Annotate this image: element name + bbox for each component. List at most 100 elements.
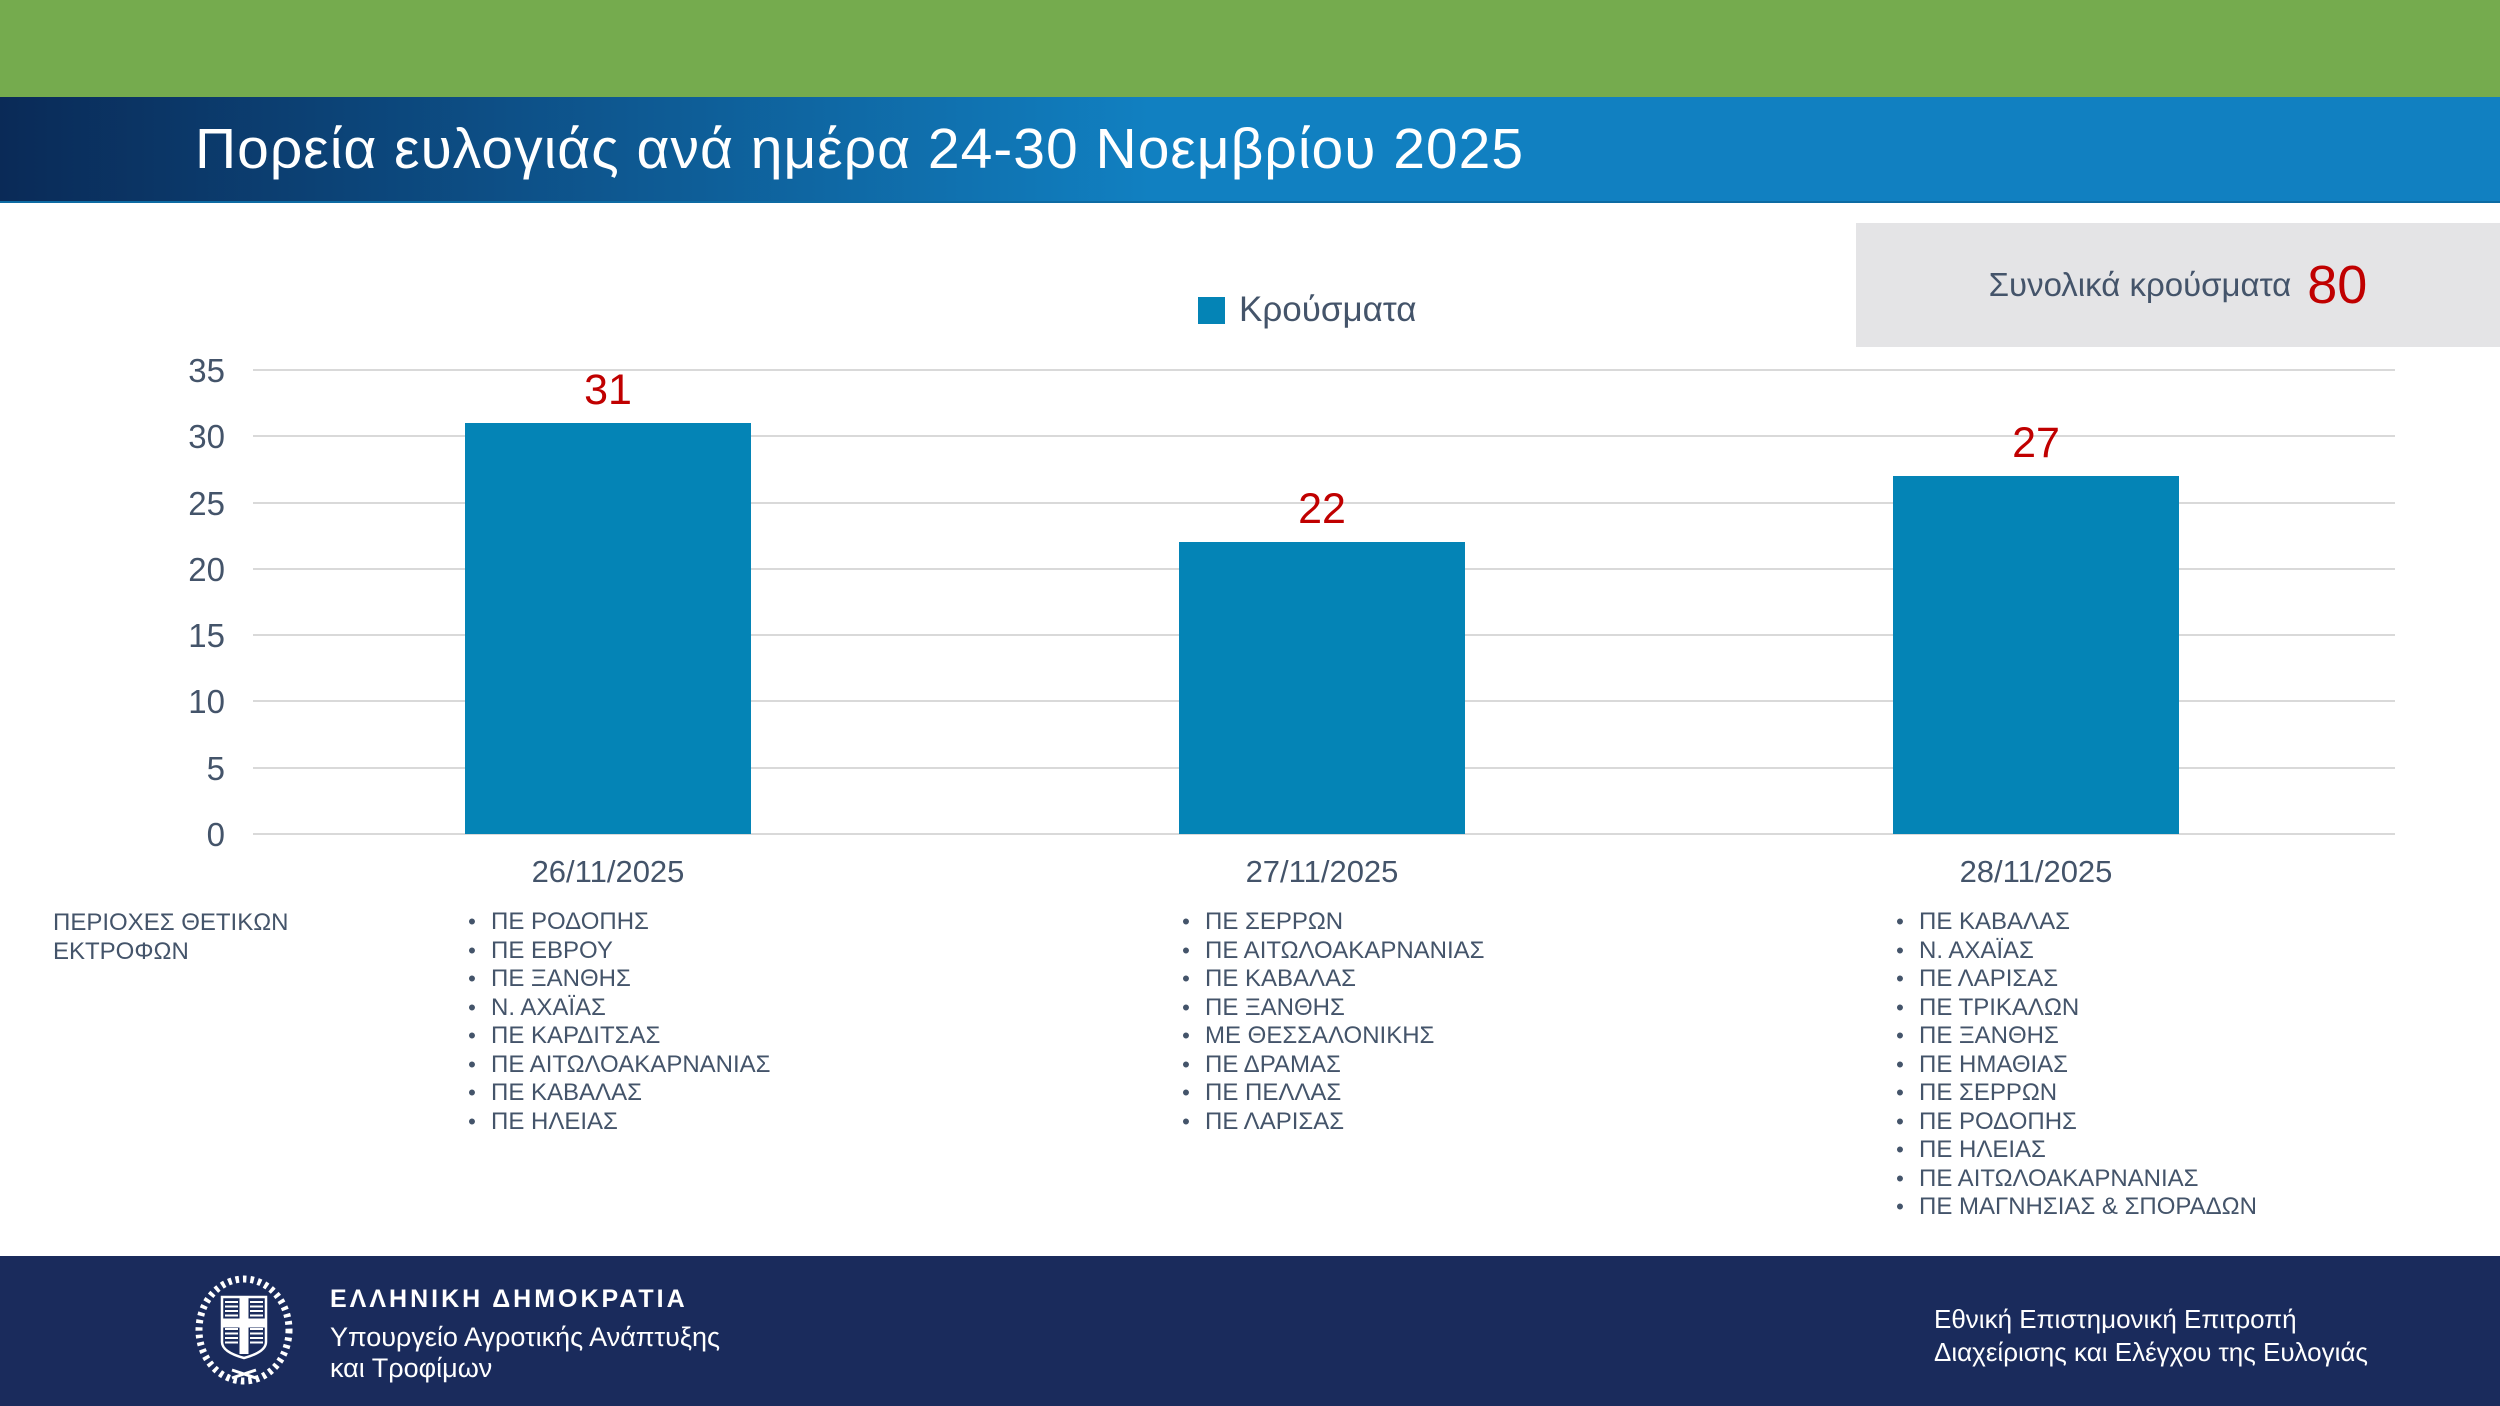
bullet-icon: • [468,1023,476,1048]
bullet-icon: • [1896,1165,1904,1191]
region-list-item: • ΠΕ ΗΜΑΘΙΑΣ [1893,1051,2500,1080]
region-name: ΠΕ ΡΟΔΟΠΗΣ [491,908,649,935]
region-name: Ν. ΑΧΑΪΑΣ [491,993,606,1021]
bullet-icon: • [1182,1108,1190,1134]
gridline-y-0 [253,833,2395,835]
bar-26/11/2025 [465,423,751,834]
bullet-icon: • [468,1080,476,1105]
footer-band [0,1256,2500,1406]
region-name: ΠΕ ΗΜΑΘΙΑΣ [1919,1050,2069,1078]
data-label-26/11/2025: 31 [584,366,632,415]
region-list-item: • ΠΕ ΔΡΑΜΑΣ [1179,1051,1839,1080]
greek-coat-of-arms-icon [195,1275,293,1385]
bullet-icon: • [1182,937,1190,963]
region-name: ΠΕ ΛΑΡΙΣΑΣ [1919,965,2059,992]
region-list-item: • ΠΕ ΚΑΒΑΛΑΣ [1893,908,2500,937]
bullet-icon: • [1896,1108,1904,1134]
region-list-item: • ΠΕ ΞΑΝΘΗΣ [465,965,1125,994]
region-list-item: • ΠΕ ΜΑΓΝΗΣΙΑΣ & ΣΠΟΡΑΔΩΝ [1893,1193,2500,1222]
region-list-item: • ΠΕ ΣΕΡΡΩΝ [1179,908,1839,937]
bullet-icon: • [468,1051,476,1077]
region-list-item: • Ν. ΑΧΑΪΑΣ [465,994,1125,1023]
region-name: ΠΕ ΚΑΒΑΛΑΣ [1205,965,1356,992]
y-axis-tick-0: 0 [206,816,225,853]
bullet-icon: • [1182,1023,1190,1048]
bullet-icon: • [1896,1194,1904,1219]
data-label-28/11/2025: 27 [2012,419,2060,468]
region-list-item: • ΠΕ ΛΑΡΙΣΑΣ [1893,965,2500,994]
region-name: ΜΕ ΘΕΣΣΑΛΟΝΙΚΗΣ [1205,1022,1435,1049]
region-list-item: • ΠΕ ΑΙΤΩΛΟΑΚΑΡΝΑΝΙΑΣ [1893,1165,2500,1194]
y-axis-tick-30: 30 [188,418,225,456]
ministry-line-2: και Τροφίμων [330,1353,493,1383]
bullet-icon: • [1896,1080,1904,1105]
region-name: ΠΕ ΕΒΡΟΥ [491,936,613,964]
region-name: ΠΕ ΚΑΒΑΛΑΣ [1919,908,2070,935]
bullet-icon: • [1182,1080,1190,1105]
region-name: ΠΕ ΤΡΙΚΑΛΩΝ [1919,993,2080,1021]
x-axis-label-26/11/2025: 26/11/2025 [531,854,685,889]
bullet-icon: • [1896,1051,1904,1077]
region-list-item: • Ν. ΑΧΑΪΑΣ [1893,937,2500,966]
gridline-y-35 [253,369,2395,371]
region-list-item: • ΠΕ ΛΑΡΙΣΑΣ [1179,1108,1839,1137]
region-name: ΠΕ ΣΕΡΡΩΝ [1919,1079,2058,1106]
region-name: ΠΕ ΑΙΤΩΛΟΑΚΑΡΝΑΝΙΑΣ [491,1050,771,1078]
region-list-item: • ΠΕ ΑΙΤΩΛΟΑΚΑΡΝΑΝΙΑΣ [465,1051,1125,1080]
region-list-item: • ΠΕ ΡΟΔΟΠΗΣ [1893,1108,2500,1137]
region-list-item: • ΜΕ ΘΕΣΣΑΛΟΝΙΚΗΣ [1179,1022,1839,1051]
positive-farms-side-label: ΠΕΡΙΟΧΕΣ ΘΕΤΙΚΩΝ ΕΚΤΡΟΦΩΝ [53,909,289,965]
bullet-icon: • [468,909,476,934]
chart-legend: Κρούσματα [1198,290,1416,330]
region-list-item: • ΠΕ ΚΑΒΑΛΑΣ [465,1079,1125,1108]
bar-27/11/2025 [1179,542,1465,834]
region-list-item: • ΠΕ ΠΕΛΛΑΣ [1179,1079,1839,1108]
region-list-27/11/2025: • ΠΕ ΣΕΡΡΩΝ • ΠΕ ΑΙΤΩΛΟΑΚΑΡΝΑΝΙΑΣ • ΠΕ ΚΑΒΑΛΑ… [1179,908,1839,1136]
data-label-27/11/2025: 22 [1298,485,1346,534]
top-accent-band [0,0,2500,97]
legend-label: Κρούσματα [1239,290,1417,329]
region-list-28/11/2025: • ΠΕ ΚΑΒΑΛΑΣ • Ν. ΑΧΑΪΑΣ • ΠΕ ΛΑΡΙΣΑΣ • ΠΕ ΤΡΙΚ… [1893,908,2500,1222]
region-list-26/11/2025: • ΠΕ ΡΟΔΟΠΗΣ • ΠΕ ΕΒΡΟΥ • ΠΕ ΞΑΝΘΗΣ • Ν. ΑΧΑΪΑΣ… [465,908,1125,1136]
bullet-icon: • [1182,1051,1190,1077]
region-name: ΠΕ ΜΑΓΝΗΣΙΑΣ & ΣΠΟΡΑΔΩΝ [1919,1193,2257,1220]
y-axis-tick-25: 25 [188,484,225,522]
bullet-icon: • [1896,994,1904,1020]
bullet-icon: • [1182,909,1190,934]
region-list-item: • ΠΕ ΞΑΝΘΗΣ [1179,994,1839,1023]
x-axis-label-28/11/2025: 28/11/2025 [1959,854,2113,889]
region-name: ΠΕ ΞΑΝΘΗΣ [491,965,631,992]
hellenic-republic-label: ΕΛΛΗΝΙΚΗ ΔΗΜΟΚΡΑΤΙΑ [330,1285,688,1313]
y-axis-tick-35: 35 [188,352,225,389]
x-axis-label-27/11/2025: 27/11/2025 [1245,854,1399,889]
region-name: ΠΕ ΑΙΤΩΛΟΑΚΑΡΝΑΝΙΑΣ [1205,936,1485,964]
region-list-item: • ΠΕ ΡΟΔΟΠΗΣ [465,908,1125,937]
region-name: ΠΕ ΗΛΕΙΑΣ [1919,1136,2046,1163]
committee-block: Εθνική Επιστημονική Επιτροπή Διαχείρισης… [1934,1303,2368,1369]
gridline-y-30 [253,435,2395,438]
total-cases-box: Συνολικά κρούσματα 80 [1856,223,2500,347]
y-axis-tick-10: 10 [188,683,225,721]
ministry-line-1: Υπουργείο Αγροτικής Ανάπτυξης [330,1322,720,1352]
bullet-icon: • [468,937,476,963]
y-axis-tick-20: 20 [188,550,225,588]
region-name: ΠΕ ΡΟΔΟΠΗΣ [1919,1107,2077,1135]
bullet-icon: • [1182,994,1190,1020]
y-axis-tick-15: 15 [188,617,225,655]
region-list-item: • ΠΕ ΤΡΙΚΑΛΩΝ [1893,994,2500,1023]
region-list-item: • ΠΕ ΗΛΕΙΑΣ [465,1108,1125,1137]
y-axis-tick-5: 5 [206,749,225,787]
region-name: ΠΕ ΗΛΕΙΑΣ [491,1107,618,1135]
region-list-item: • ΠΕ ΕΒΡΟΥ [465,937,1125,966]
total-cases-label: Συνολικά κρούσματα [1988,266,2292,303]
ministry-block: ΕΛΛΗΝΙΚΗ ΔΗΜΟΚΡΑΤΙΑ Υπουργείο Αγροτικής … [330,1285,720,1384]
legend-swatch-icon [1198,296,1225,324]
region-list-item: • ΠΕ ΞΑΝΘΗΣ [1893,1022,2500,1051]
region-name: Ν. ΑΧΑΪΑΣ [1919,936,2034,964]
region-list-item: • ΠΕ ΚΑΒΑΛΑΣ [1179,965,1839,994]
bullet-icon: • [468,1108,476,1134]
bullet-icon: • [1182,966,1190,991]
region-name: ΠΕ ΛΑΡΙΣΑΣ [1205,1107,1345,1135]
committee-line-2: Διαχείρισης και Ελέγχου της Ευλογιάς [1934,1337,2368,1367]
